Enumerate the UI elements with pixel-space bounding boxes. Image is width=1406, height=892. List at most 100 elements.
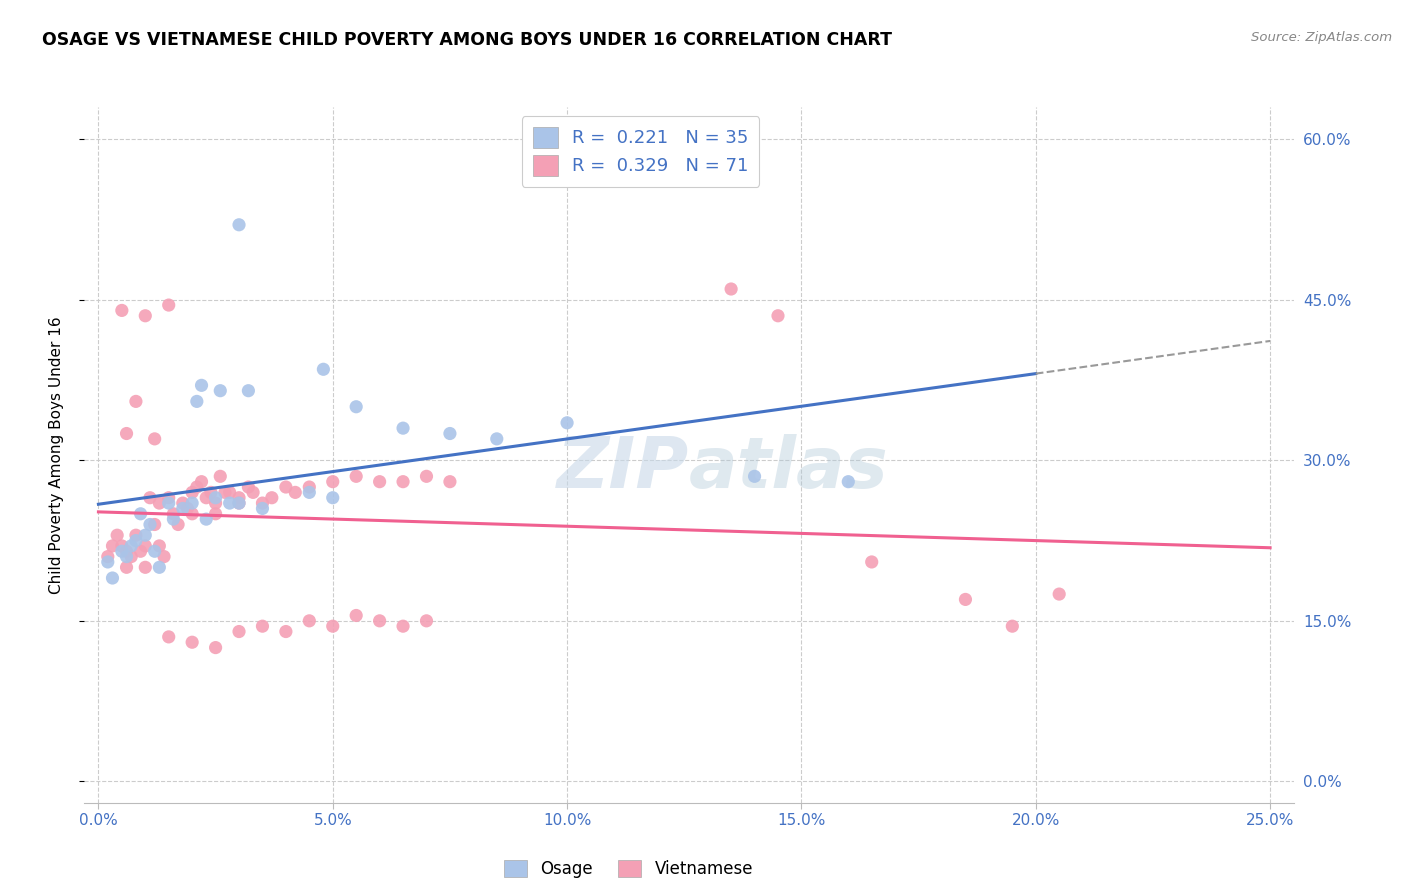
Point <box>129 507 152 521</box>
Point <box>125 394 148 409</box>
Point <box>439 475 461 489</box>
Point <box>284 485 307 500</box>
Point <box>392 619 415 633</box>
Point <box>157 491 180 505</box>
Point <box>101 571 124 585</box>
Point <box>274 480 297 494</box>
Point <box>392 421 415 435</box>
Point <box>167 517 190 532</box>
Point <box>392 475 415 489</box>
Point <box>238 384 260 398</box>
Point <box>157 630 180 644</box>
Point <box>111 544 134 558</box>
Point <box>97 549 120 564</box>
Point <box>555 416 578 430</box>
Point <box>120 549 142 564</box>
Point <box>139 517 162 532</box>
Text: ZIP: ZIP <box>557 434 689 503</box>
Point <box>181 635 204 649</box>
Point <box>744 469 766 483</box>
Point <box>105 528 128 542</box>
Point <box>860 555 883 569</box>
Point <box>162 512 184 526</box>
Text: OSAGE VS VIETNAMESE CHILD POVERTY AMONG BOYS UNDER 16 CORRELATION CHART: OSAGE VS VIETNAMESE CHILD POVERTY AMONG … <box>42 31 893 49</box>
Point <box>312 362 335 376</box>
Point <box>143 517 166 532</box>
Point <box>101 539 124 553</box>
Text: atlas: atlas <box>689 434 889 503</box>
Point <box>115 549 138 564</box>
Point <box>181 496 204 510</box>
Point <box>125 533 148 548</box>
Point <box>195 512 218 526</box>
Point <box>204 496 226 510</box>
Point <box>115 544 138 558</box>
Point <box>322 491 344 505</box>
Point <box>344 469 367 483</box>
Point <box>204 491 226 505</box>
Point <box>415 614 437 628</box>
Point <box>125 528 148 542</box>
Point <box>148 539 170 553</box>
Point <box>439 426 461 441</box>
Legend: Osage, Vietnamese: Osage, Vietnamese <box>498 854 759 885</box>
Point <box>134 539 156 553</box>
Point <box>181 485 204 500</box>
Point <box>322 619 344 633</box>
Point <box>143 432 166 446</box>
Point <box>115 426 138 441</box>
Point <box>153 549 176 564</box>
Point <box>298 614 321 628</box>
Point <box>120 539 142 553</box>
Point <box>368 614 391 628</box>
Point <box>111 303 134 318</box>
Point <box>485 432 508 446</box>
Point <box>720 282 742 296</box>
Point <box>172 496 194 510</box>
Point <box>209 384 232 398</box>
Point <box>204 507 226 521</box>
Point <box>260 491 283 505</box>
Point <box>134 560 156 574</box>
Point <box>837 475 859 489</box>
Point <box>415 469 437 483</box>
Point <box>242 485 264 500</box>
Point <box>1047 587 1070 601</box>
Point <box>190 475 212 489</box>
Point <box>209 469 232 483</box>
Point <box>298 485 321 500</box>
Point <box>252 501 274 516</box>
Point <box>252 619 274 633</box>
Point <box>111 539 134 553</box>
Point <box>368 475 391 489</box>
Point <box>344 608 367 623</box>
Point <box>181 507 204 521</box>
Point <box>195 491 218 505</box>
Point <box>139 491 162 505</box>
Point <box>298 480 321 494</box>
Point <box>955 592 977 607</box>
Point <box>176 501 198 516</box>
Point <box>228 496 250 510</box>
Point <box>228 624 250 639</box>
Point <box>214 485 236 500</box>
Point <box>766 309 789 323</box>
Point <box>134 309 156 323</box>
Point <box>274 624 297 639</box>
Point <box>218 485 240 500</box>
Point <box>238 480 260 494</box>
Point <box>148 560 170 574</box>
Point <box>322 475 344 489</box>
Point <box>228 218 250 232</box>
Point <box>157 496 180 510</box>
Point <box>97 555 120 569</box>
Point <box>218 496 240 510</box>
Point <box>252 496 274 510</box>
Point <box>134 528 156 542</box>
Point <box>115 560 138 574</box>
Point <box>200 485 222 500</box>
Text: Source: ZipAtlas.com: Source: ZipAtlas.com <box>1251 31 1392 45</box>
Y-axis label: Child Poverty Among Boys Under 16: Child Poverty Among Boys Under 16 <box>49 316 63 594</box>
Point <box>204 640 226 655</box>
Point <box>186 394 208 409</box>
